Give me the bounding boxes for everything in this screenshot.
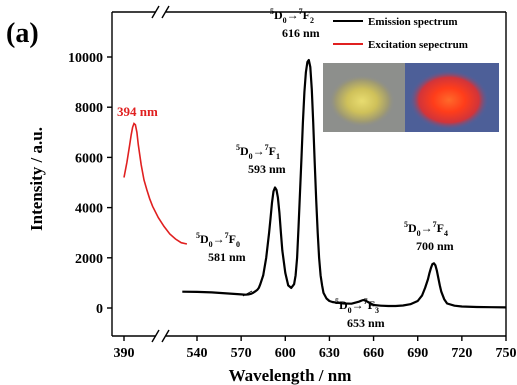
inset-photo-daylight	[323, 63, 405, 132]
transition-wavelength: 700 nm	[416, 239, 454, 253]
y-tick-label: 10000	[68, 51, 103, 66]
y-tick-label: 0	[96, 302, 103, 317]
transition-wavelength: 616 nm	[282, 26, 320, 40]
excitation-peak-label: 394 nm	[117, 104, 158, 119]
transition-wavelength: 653 nm	[347, 316, 385, 330]
legend-label-emission: Emission spectrum	[368, 16, 458, 28]
x-axis-title: Wavelength / nm	[229, 366, 352, 385]
transition-wavelength: 593 nm	[248, 162, 286, 176]
transition-wavelength: 581 nm	[208, 250, 246, 264]
y-axis-ticks: 0 2000 4000 6000 8000 10000	[68, 51, 112, 317]
pointer-581	[242, 290, 253, 297]
y-tick-label: 2000	[75, 252, 103, 267]
series-line-excitation	[123, 122, 188, 245]
x-tick-label: 690	[407, 346, 428, 361]
legend: Emission spectrum Excitation sepectrum	[333, 16, 468, 51]
transition-label: 5D0→7F0	[196, 231, 240, 249]
x-tick-label: 720	[451, 346, 472, 361]
transition-label: 5D0→7F3	[335, 297, 379, 315]
x-tick-label: 600	[275, 346, 296, 361]
inset-photos	[323, 63, 499, 132]
legend-label-excitation: Excitation sepectrum	[368, 39, 468, 51]
y-tick-label: 4000	[75, 202, 103, 217]
x-tick-label: 570	[231, 346, 252, 361]
x-tick-label: 540	[187, 346, 208, 361]
transition-label: 5D0→7F1	[236, 143, 280, 161]
transition-label: 5D0→7F4	[404, 220, 448, 238]
x-tick-label: 660	[363, 346, 384, 361]
x-tick-label: 630	[319, 346, 340, 361]
x-tick-label: 750	[496, 346, 517, 361]
x-axis-ticks: 390 540 570 600 630 660 690 720 750	[114, 336, 517, 361]
y-tick-label: 6000	[75, 151, 103, 166]
transition-label: 5D0→7F2	[270, 7, 314, 25]
inset-photo-uv	[405, 63, 499, 132]
y-tick-label: 8000	[75, 101, 103, 116]
series-layer	[123, 58, 507, 309]
axes-frame	[111, 5, 507, 343]
y-axis-title: Intensity / a.u.	[27, 127, 46, 231]
series-line-emission	[182, 58, 507, 309]
x-tick-label: 390	[114, 346, 135, 361]
panel-label: (a)	[6, 18, 39, 49]
